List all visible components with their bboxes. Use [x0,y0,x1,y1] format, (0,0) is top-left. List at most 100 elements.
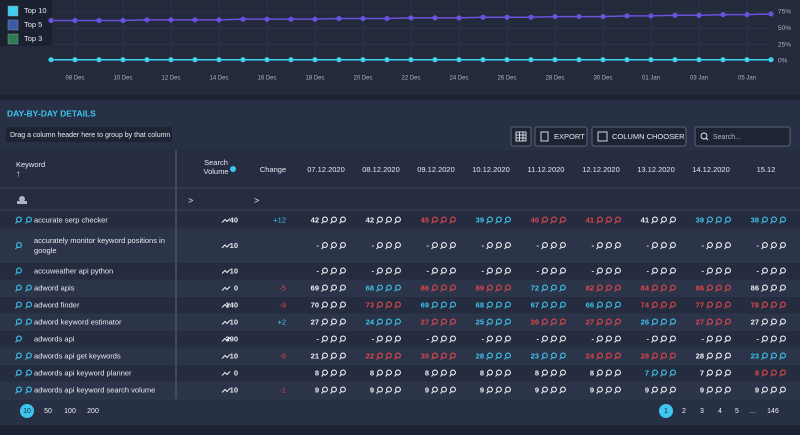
icon-part [496,369,502,376]
row-icon [431,301,438,309]
icon-part [761,246,764,250]
icon-part [339,220,342,224]
icon-part [449,373,452,377]
icon-part [762,318,768,325]
column-header[interactable]: 10.12.2020 [472,165,510,174]
column-header[interactable]: 15.12 [757,165,776,174]
row-icon [504,369,511,377]
position: - [482,334,485,343]
icon-part [505,301,511,308]
icon-part [761,288,764,292]
icon-part [449,390,452,394]
row-icon [321,386,328,394]
icon-part [779,322,782,326]
page-number[interactable]: 3 [700,408,704,415]
series-point [168,17,174,23]
page-number[interactable]: 4 [718,408,722,415]
series-point [648,57,654,63]
icon-part [431,356,434,360]
row-icon [321,318,328,326]
icon-part [440,288,443,292]
icon-part [707,335,713,342]
icon-part [550,356,553,360]
icon-part [706,288,709,292]
column-header[interactable]: 11.12.2020 [528,165,565,174]
row-icon [541,216,548,224]
change: -9 [279,300,286,309]
page-number[interactable]: 146 [767,408,779,415]
section-title: DAY-BY-DAY DETAILS [7,108,96,118]
page-number[interactable]: 1 [664,408,668,415]
icon-part [606,386,612,393]
icon-part [660,356,663,360]
row-icon [596,369,603,377]
row-icon [495,318,502,326]
icon-part [606,335,612,342]
icon-part [660,322,663,326]
position: 70 [311,300,319,309]
column-header[interactable]: 13.12.2020 [637,165,675,174]
icon-part [551,369,557,376]
icon-part [652,335,658,342]
info-icon [230,166,236,172]
icon-part [441,369,447,376]
icon-part [542,301,548,308]
page-size[interactable]: 200 [87,408,99,415]
page-size[interactable]: 10 [23,408,31,415]
icon-part [551,216,557,223]
row-icon [605,318,612,326]
page-number[interactable]: ... [750,408,756,415]
column-header[interactable]: 09.12.2020 [417,165,455,174]
icon-part [542,335,548,342]
trend-icon [221,354,231,359]
page-size[interactable]: 100 [64,408,76,415]
row-icon [715,216,722,224]
position: - [427,334,430,343]
row-icon [440,335,447,343]
icon-part [339,271,342,275]
x-tick-label: 24 Dec [449,76,468,82]
row-icon [614,352,621,360]
column-header[interactable]: 07.12.2020 [307,165,345,174]
icon-part [762,284,768,291]
icon-part [449,339,452,343]
layout-button[interactable] [510,126,532,147]
trend-icon [221,371,231,376]
page-number[interactable]: 5 [735,408,739,415]
search-box[interactable] [694,126,791,147]
series-point [528,14,534,20]
icon-part [724,288,727,292]
column-chooser-button[interactable] [591,126,687,147]
icon-part [504,220,507,224]
icon-part [321,322,324,326]
icon-part [651,246,654,250]
icon-part [551,386,557,393]
icon-part [330,356,333,360]
keyword: adwords api keyword search volume [34,385,155,394]
page-active[interactable] [659,404,673,418]
icon-part [542,369,548,376]
page-size[interactable]: 50 [44,408,52,415]
position: - [702,241,705,250]
row-icon [486,335,493,343]
icon-part [762,335,768,342]
column-header[interactable]: 12.12.2020 [582,165,620,174]
column-header: Change [260,165,286,174]
position: 84 [641,283,650,292]
icon-part [724,220,727,224]
row-icon [15,369,22,377]
column-header[interactable]: 14.12.2020 [692,165,730,174]
icon-part [771,242,777,248]
page-number[interactable]: 2 [682,408,686,415]
icon-part [321,220,324,224]
icon-part [605,390,608,394]
icon-part [560,335,566,342]
series-point [480,14,486,20]
page-size-active[interactable] [20,404,34,418]
row-icon [440,301,447,309]
icon-part [339,390,342,394]
column-header[interactable]: 08.12.2020 [362,165,400,174]
row-icon [394,386,401,394]
icon-part [322,301,328,308]
icon-part [486,271,489,275]
